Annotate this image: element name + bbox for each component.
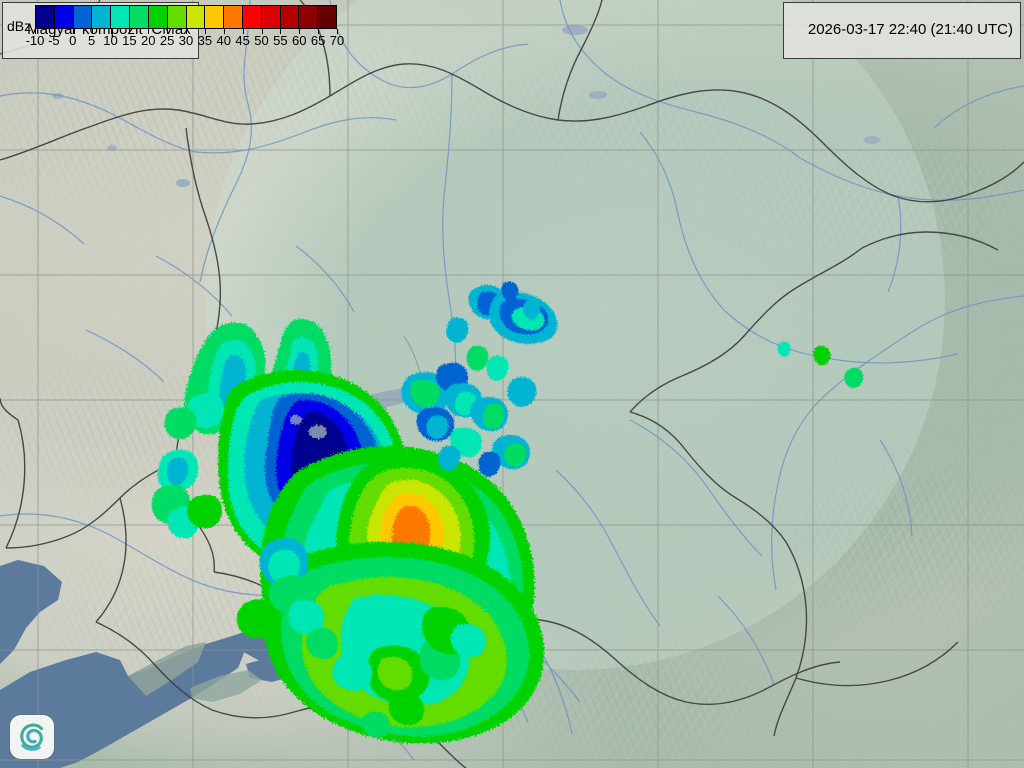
legend-tick-labels: -10 -5 0 5 10 15 20 25 30 35 40 45 50 55 60 65 70: [26, 33, 345, 51]
legend-label--10: -10: [25, 33, 45, 48]
legend-tick-45: [242, 29, 244, 34]
legend-label-55: 55: [273, 33, 288, 48]
legend-swatch-45-50: [241, 6, 261, 28]
legend-swatch-60-65: [298, 6, 318, 28]
legend-label-50: 50: [254, 33, 269, 48]
legend-swatch-30-35: [185, 6, 205, 28]
legend-label-15: 15: [122, 33, 137, 48]
legend-swatch-50-55: [260, 6, 280, 28]
legend-tick--5: [53, 29, 55, 34]
legend-tick-20: [148, 29, 150, 34]
legend-tick--10: [35, 29, 36, 34]
legend-label-35: 35: [197, 33, 213, 48]
legend-swatch-55-60: [279, 6, 299, 28]
legend-label-45: 45: [235, 33, 250, 48]
legend-tick-55: [280, 29, 282, 34]
legend-tick-0: [72, 29, 74, 34]
legend-label-25: 25: [159, 33, 175, 48]
legend-color-bar: [35, 5, 337, 29]
legend-label-5: 5: [88, 33, 96, 48]
spiral-logo-icon: [20, 723, 44, 751]
legend-swatch-25-30: [166, 6, 186, 28]
legend-label-70: 70: [329, 33, 345, 48]
legend-swatch-20-25: [147, 6, 167, 28]
timestamp-box: 2026-03-17 22:40 (21:40 UTC): [783, 2, 1021, 59]
legend-swatch--5-0: [53, 6, 73, 28]
legend-tick-15: [129, 29, 131, 34]
legend-tick-10: [110, 29, 112, 34]
legend-tick-65: [318, 29, 320, 34]
dbz-color-scale-legend: dBz -10 -5 0 5 10 15 20 25 30 35 40 45 50 55 60 65 70: [0, 0, 344, 52]
legend-swatch-35-40: [204, 6, 224, 28]
legend-label-60: 60: [292, 33, 307, 48]
legend-swatch-65-70: [317, 6, 336, 28]
legend-swatch-40-45: [223, 6, 242, 28]
legend-swatch-5-10: [91, 6, 111, 28]
legend-swatch--10--5: [36, 6, 54, 28]
legend-tick-70: [337, 29, 338, 34]
legend-label-30: 30: [178, 33, 194, 48]
echo-cells-north: [501, 281, 541, 320]
legend-label-20: 20: [141, 33, 156, 48]
timestamp-text: 2026-03-17 22:40 (21:40 UTC): [807, 21, 1013, 38]
spiral-logo[interactable]: [10, 715, 54, 759]
legend-swatch-10-15: [110, 6, 130, 28]
legend-units-label: dBz: [7, 18, 32, 34]
legend-tick-25: [167, 29, 169, 34]
echo-cells-northeast: [401, 284, 558, 477]
legend-tick-60: [299, 29, 301, 34]
legend-tick-40: [223, 29, 225, 34]
legend-label--5: -5: [48, 33, 60, 48]
legend-tick-35: [204, 29, 206, 34]
echo-fragments-west: [151, 392, 338, 660]
echo-cells-far-east: [777, 341, 864, 389]
legend-swatch-15-20: [129, 6, 148, 28]
legend-label-65: 65: [310, 33, 326, 48]
legend-label-0: 0: [69, 33, 77, 48]
legend-tick-marks: [35, 29, 338, 35]
legend-label-10: 10: [103, 33, 118, 48]
legend-tick-5: [91, 29, 93, 34]
legend-tick-30: [186, 29, 187, 34]
legend-label-40: 40: [216, 33, 231, 48]
legend-swatch-0-5: [72, 6, 92, 28]
echo-fragments-south: [332, 606, 486, 738]
legend-tick-50: [261, 29, 263, 34]
